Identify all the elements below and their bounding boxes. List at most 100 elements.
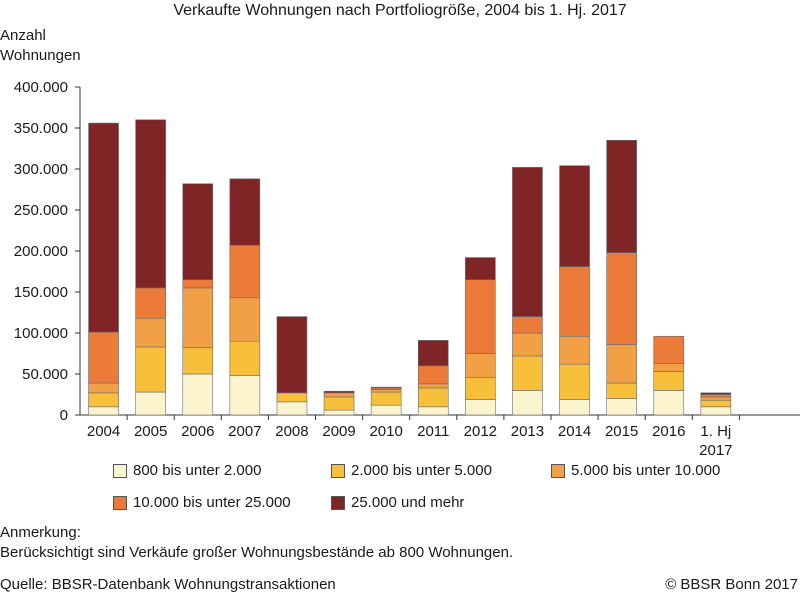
legend-label-2000-5000: 2.000 bis unter 5.000: [351, 462, 492, 479]
bar-2016-series-1: [653, 371, 685, 391]
bar-2014-series-2: [559, 335, 590, 365]
bar-2006-series-0: [182, 373, 214, 416]
legend-swatch-10000-25000: [113, 495, 127, 510]
x-tick-label-12: 2016: [652, 423, 685, 440]
bar-2009-series-1: [323, 396, 355, 411]
legend-label-10000-25000: 10.000 bis unter 25.000: [133, 494, 291, 511]
bar-2005-series-3: [135, 287, 166, 319]
source-text: Quelle: BBSR-Datenbank Wohnungstransakti…: [0, 576, 336, 593]
bar-2007-series-0: [229, 375, 261, 416]
bar-2010-series-0: [370, 404, 402, 416]
bar-2010-series-4: [370, 386, 402, 389]
bar-2013-series-4: [512, 167, 543, 317]
note-heading: Anmerkung:: [0, 524, 81, 541]
legend-item-10000-25000: 10.000 bis unter 25.000: [113, 494, 291, 511]
bar-2006-series-2: [182, 287, 214, 349]
bar-2014-series-1: [559, 363, 590, 400]
bar-2004-series-1: [88, 392, 119, 408]
bar-2004-series-3: [88, 331, 119, 384]
legend-swatch-5000-10000: [551, 463, 565, 478]
bar-2012-series-0: [465, 399, 496, 416]
legend-item-5000-10000: 5.000 bis unter 10.000: [551, 462, 720, 479]
bar-2005-series-1: [135, 346, 166, 393]
bar-2015-series-1: [606, 382, 637, 399]
bar-1. Hj 2017-series-1: [700, 399, 732, 408]
bar-2013-series-3: [512, 316, 543, 334]
bar-2007-series-2: [229, 297, 261, 342]
legend-swatch-2000-5000: [331, 463, 345, 478]
bar-2006-series-4: [182, 183, 214, 280]
note-text: Berücksichtigt sind Verkäufe großer Wohn…: [0, 544, 514, 561]
bar-2015-series-0: [606, 398, 637, 416]
y-tick-label-1: 50.000: [22, 366, 68, 383]
x-tick-label-9: 2013: [511, 423, 544, 440]
stacked-bar-chart: 0 50.000 100.000 150.000 200.000 250.000 300.0…: [14, 79, 800, 459]
bar-2004-series-2: [88, 382, 119, 394]
x-tick-label-13-line-1: 2017: [699, 442, 732, 459]
y-tick-label-8: 400.000: [14, 79, 68, 96]
bar-2005-series-4: [135, 119, 166, 289]
bar-2005-series-2: [135, 317, 166, 348]
bar-2013-series-2: [512, 332, 543, 357]
bar-2013-series-1: [512, 355, 543, 391]
copyright-text: © BBSR Bonn 2017: [665, 576, 798, 593]
x-tick-label-3: 2007: [228, 423, 261, 440]
y-tick-label-7: 350.000: [14, 120, 68, 137]
legend-item-2000-5000: 2.000 bis unter 5.000: [331, 462, 492, 479]
bar-2004-series-4: [88, 122, 119, 333]
bar-2011-series-3: [417, 365, 449, 385]
bar-2014-series-4: [559, 165, 590, 267]
bar-2007-series-3: [229, 244, 261, 299]
x-tick-label-6: 2010: [369, 423, 402, 440]
bar-2015-series-3: [606, 252, 637, 345]
y-axis-label-line-1: Anzahl: [0, 27, 46, 44]
bar-2007-series-4: [229, 178, 261, 246]
bar-2005-series-0: [135, 391, 166, 416]
bar-2014-series-3: [559, 266, 590, 337]
chart-title: Verkaufte Wohnungen nach Portfoliogröße,…: [173, 2, 627, 19]
bar-2015-series-2: [606, 344, 637, 384]
legend-item-800-2000: 800 bis unter 2.000: [113, 462, 261, 479]
bar-2006-series-3: [182, 279, 214, 289]
bar-2009-series-2: [323, 392, 355, 398]
y-tick-label-3: 150.000: [14, 284, 68, 301]
x-tick-label-8: 2012: [464, 423, 497, 440]
bar-1. Hj 2017-series-4: [700, 392, 732, 395]
x-tick-label-5: 2009: [322, 423, 355, 440]
bar-2010-series-1: [370, 391, 402, 406]
bar-2012-series-4: [465, 257, 496, 280]
y-tick-label-5: 250.000: [14, 202, 68, 219]
y-tick-label-4: 200.000: [14, 243, 68, 260]
x-tick-label-10: 2014: [558, 423, 591, 440]
bar-2013-series-0: [512, 390, 543, 416]
bar-1. Hj 2017-series-0: [700, 406, 732, 416]
legend-item-25000-plus: 25.000 und mehr: [331, 494, 464, 511]
bar-2012-series-2: [465, 353, 496, 378]
x-tick-label-4: 2008: [275, 423, 308, 440]
bar-2011-series-4: [417, 340, 449, 367]
bar-2012-series-1: [465, 376, 496, 400]
x-tick-label-1: 2005: [134, 423, 167, 440]
bar-2006-series-1: [182, 347, 214, 375]
bar-2011-series-1: [417, 387, 449, 408]
x-tick-label-7: 2011: [417, 423, 449, 440]
bar-2012-series-3: [465, 279, 496, 354]
bar-2014-series-0: [559, 399, 590, 416]
y-tick-label-0: 0: [60, 407, 68, 424]
bar-1. Hj 2017-series-3: [700, 394, 732, 398]
bar-2007-series-1: [229, 340, 261, 376]
legend-label-5000-10000: 5.000 bis unter 10.000: [571, 462, 721, 479]
bar-2011-series-0: [417, 406, 449, 416]
x-tick-label-0: 2004: [87, 423, 120, 440]
y-tick-label-2: 100.000: [14, 325, 68, 342]
legend-label-800-2000: 800 bis unter 2.000: [133, 462, 262, 479]
bar-1. Hj 2017-series-2: [700, 396, 732, 401]
bar-2016-series-0: [653, 390, 685, 416]
y-tick-label-6: 300.000: [14, 161, 68, 178]
bar-2004-series-0: [88, 406, 119, 416]
bar-2009-series-0: [323, 409, 355, 416]
bar-2016-series-2: [653, 363, 685, 372]
bar-2008-series-0: [276, 401, 308, 416]
bar-2008-series-4: [276, 316, 308, 394]
x-tick-label-13: 1. Hj: [700, 423, 731, 440]
